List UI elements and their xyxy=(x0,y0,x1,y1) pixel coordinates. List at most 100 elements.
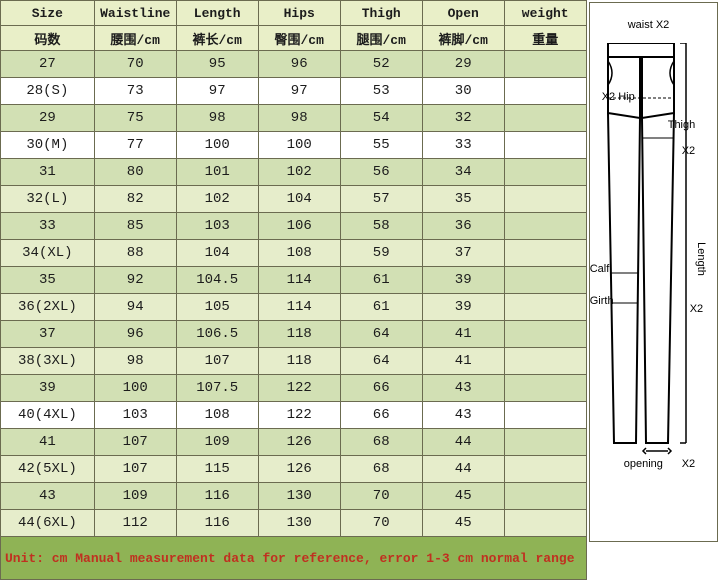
table-cell: 115 xyxy=(176,456,258,483)
table-cell: 88 xyxy=(94,240,176,267)
table-cell: 104 xyxy=(176,240,258,267)
table-cell xyxy=(504,429,586,456)
table-cell: 102 xyxy=(258,159,340,186)
column-header: Hips xyxy=(258,1,340,26)
table-cell: 118 xyxy=(258,321,340,348)
column-header: Length xyxy=(176,1,258,26)
table-cell: 116 xyxy=(176,483,258,510)
footer-text: Unit: cm Manual measurement data for ref… xyxy=(1,537,587,580)
footer-row: Unit: cm Manual measurement data for ref… xyxy=(1,537,587,580)
column-header: Size xyxy=(1,1,95,26)
column-header-cn: 裤长/cm xyxy=(176,26,258,51)
table-cell: 43 xyxy=(1,483,95,510)
table-cell: 98 xyxy=(176,105,258,132)
table-cell: 104.5 xyxy=(176,267,258,294)
table-cell xyxy=(504,51,586,78)
table-cell: 101 xyxy=(176,159,258,186)
table-cell: 107.5 xyxy=(176,375,258,402)
table-cell: 45 xyxy=(422,510,504,537)
table-cell: 70 xyxy=(94,51,176,78)
table-row: 36(2XL)941051146139 xyxy=(1,294,587,321)
table-cell: 97 xyxy=(176,78,258,105)
table-cell: 103 xyxy=(176,213,258,240)
table-row: 44(6XL)1121161307045 xyxy=(1,510,587,537)
table-cell xyxy=(504,510,586,537)
table-cell: 57 xyxy=(340,186,422,213)
table-cell: 66 xyxy=(340,375,422,402)
table-row: 28(S)7397975330 xyxy=(1,78,587,105)
table-cell xyxy=(504,186,586,213)
table-cell: 66 xyxy=(340,402,422,429)
table-cell: 64 xyxy=(340,321,422,348)
table-cell: 100 xyxy=(94,375,176,402)
table-row: 33851031065836 xyxy=(1,213,587,240)
table-cell: 126 xyxy=(258,456,340,483)
size-chart-table: SizeWaistlineLengthHipsThighOpenweight码数… xyxy=(0,0,587,580)
table-cell: 116 xyxy=(176,510,258,537)
table-cell xyxy=(504,294,586,321)
table-row: 297598985432 xyxy=(1,105,587,132)
table-cell: 39 xyxy=(422,267,504,294)
table-cell: 68 xyxy=(340,429,422,456)
table-cell: 39 xyxy=(422,294,504,321)
table-cell: 33 xyxy=(1,213,95,240)
column-header-cn: 臀围/cm xyxy=(258,26,340,51)
table-cell: 105 xyxy=(176,294,258,321)
table-row: 40(4XL)1031081226643 xyxy=(1,402,587,429)
pants-outline xyxy=(594,43,694,463)
table-cell: 42(5XL) xyxy=(1,456,95,483)
label-hip: X2 Hip xyxy=(602,91,635,103)
table-cell: 28(S) xyxy=(1,78,95,105)
pants-diagram: waist X2 xyxy=(589,2,718,542)
table-cell: 44 xyxy=(422,429,504,456)
table-cell: 92 xyxy=(94,267,176,294)
table-row: 38(3XL)981071186441 xyxy=(1,348,587,375)
table-cell: 56 xyxy=(340,159,422,186)
table-cell: 53 xyxy=(340,78,422,105)
table-row: 277095965229 xyxy=(1,51,587,78)
table-row: 3592104.51146139 xyxy=(1,267,587,294)
table-cell: 130 xyxy=(258,483,340,510)
table-cell: 27 xyxy=(1,51,95,78)
label-thigh: Thigh xyxy=(668,119,696,131)
table-cell: 108 xyxy=(176,402,258,429)
table-cell: 36(2XL) xyxy=(1,294,95,321)
table-cell: 35 xyxy=(1,267,95,294)
header-row-en: SizeWaistlineLengthHipsThighOpenweight xyxy=(1,1,587,26)
column-header: weight xyxy=(504,1,586,26)
label-waist: waist X2 xyxy=(628,19,670,31)
table-cell: 122 xyxy=(258,375,340,402)
table-cell: 33 xyxy=(422,132,504,159)
table-cell: 43 xyxy=(422,402,504,429)
table-cell: 107 xyxy=(94,456,176,483)
label-x2-1: X2 xyxy=(682,145,695,157)
table-cell xyxy=(504,240,586,267)
table-cell: 70 xyxy=(340,510,422,537)
table-cell xyxy=(504,483,586,510)
table-row: 39100107.51226643 xyxy=(1,375,587,402)
table-cell: 95 xyxy=(176,51,258,78)
table-cell xyxy=(504,402,586,429)
column-header-cn: 重量 xyxy=(504,26,586,51)
table-row: 42(5XL)1071151266844 xyxy=(1,456,587,483)
table-cell: 104 xyxy=(258,186,340,213)
table-cell: 32(L) xyxy=(1,186,95,213)
table-cell xyxy=(504,105,586,132)
table-cell: 36 xyxy=(422,213,504,240)
table-cell: 29 xyxy=(1,105,95,132)
table-cell: 73 xyxy=(94,78,176,105)
table-cell: 45 xyxy=(422,483,504,510)
column-header-cn: 腿围/cm xyxy=(340,26,422,51)
column-header: Thigh xyxy=(340,1,422,26)
table-cell: 34(XL) xyxy=(1,240,95,267)
table-cell: 77 xyxy=(94,132,176,159)
table-cell: 39 xyxy=(1,375,95,402)
table-cell: 82 xyxy=(94,186,176,213)
table-cell: 52 xyxy=(340,51,422,78)
table-cell: 64 xyxy=(340,348,422,375)
table-cell: 100 xyxy=(176,132,258,159)
label-calf: Calf xyxy=(590,263,610,275)
table-cell: 41 xyxy=(422,321,504,348)
table-cell xyxy=(504,267,586,294)
column-header: Open xyxy=(422,1,504,26)
